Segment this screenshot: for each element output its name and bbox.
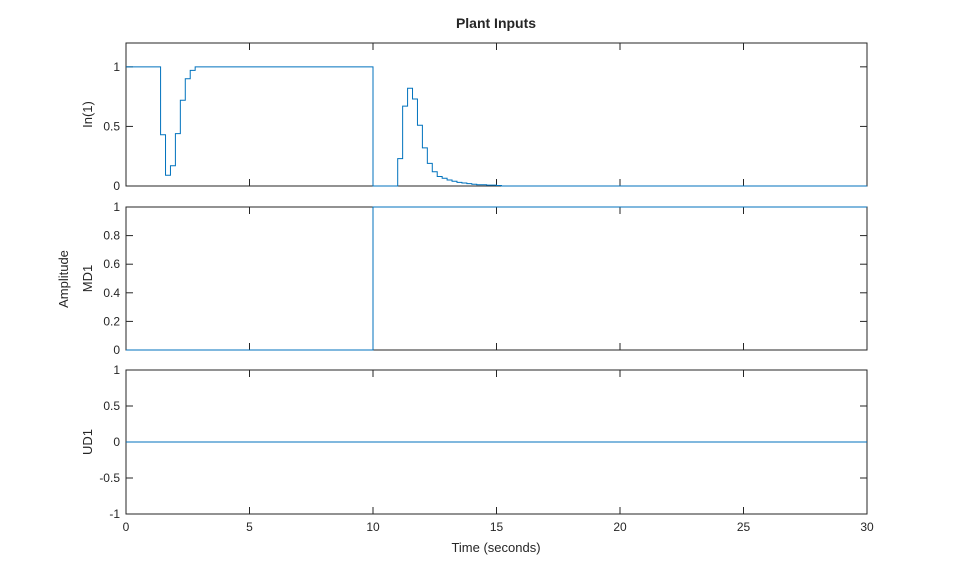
y-tick-label: 0.5	[103, 119, 120, 133]
series-line	[126, 206, 867, 351]
axes-box	[125, 42, 868, 187]
x-tick-label: 20	[613, 520, 627, 534]
figure-title: Plant Inputs	[456, 15, 536, 31]
y-tick-label: 0.2	[103, 314, 120, 328]
y-tick-label: -1	[109, 507, 120, 521]
y-tick-label: 0.4	[103, 286, 120, 300]
y-tick-label: 0	[113, 435, 120, 449]
subplot-2: 0 0.2 0.4 0.6 0.8 1 MD1	[80, 200, 868, 357]
x-tick-label: 0	[123, 520, 130, 534]
subplot-y-label: UD1	[80, 429, 95, 455]
x-tick-label: 25	[737, 520, 751, 534]
axes-box	[125, 206, 868, 351]
y-tick-label: 0.8	[103, 229, 120, 243]
x-tick-label: 5	[246, 520, 253, 534]
subplot-1: 0 0.5 1 In(1)	[80, 42, 868, 193]
y-tick-label: 0	[113, 343, 120, 357]
x-tick-label: 10	[366, 520, 380, 534]
y-tick-label: 0	[113, 179, 120, 193]
subplot-y-label: MD1	[80, 265, 95, 292]
series-line	[126, 66, 867, 187]
x-axis-label: Time (seconds)	[451, 540, 540, 555]
x-tick-label: 15	[490, 520, 504, 534]
y-tick-label: -0.5	[99, 471, 120, 485]
shared-y-axis-label: Amplitude	[56, 250, 71, 308]
subplot-y-label: In(1)	[80, 101, 95, 128]
y-tick-label: 1	[113, 60, 120, 74]
x-tick-label: 30	[860, 520, 874, 534]
y-tick-label: 1	[113, 200, 120, 214]
y-tick-label: 0.6	[103, 257, 120, 271]
y-tick-label: 1	[113, 363, 120, 377]
y-tick-label: 0.5	[103, 399, 120, 413]
